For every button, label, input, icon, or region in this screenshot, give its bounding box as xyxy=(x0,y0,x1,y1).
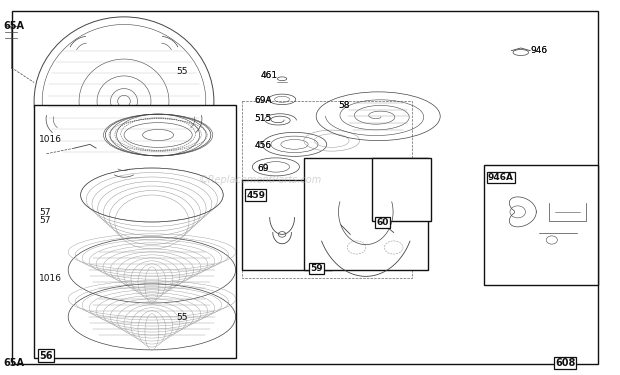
Text: 69A: 69A xyxy=(254,96,272,105)
Text: 1016: 1016 xyxy=(39,274,62,283)
Bar xyxy=(242,101,412,278)
Text: 946: 946 xyxy=(530,46,547,55)
Bar xyxy=(484,165,598,285)
Text: 515: 515 xyxy=(254,114,272,123)
Text: 461: 461 xyxy=(260,71,278,80)
Bar xyxy=(372,158,431,221)
Text: 515: 515 xyxy=(254,114,272,123)
Text: ©ReplacementParts.com: ©ReplacementParts.com xyxy=(199,175,322,185)
Text: 461: 461 xyxy=(260,71,278,80)
Text: 1016: 1016 xyxy=(39,135,62,144)
Text: 65A: 65A xyxy=(3,358,24,368)
Text: 69: 69 xyxy=(257,164,269,173)
Text: 55: 55 xyxy=(177,313,188,322)
Bar xyxy=(242,180,332,270)
Bar xyxy=(304,158,428,270)
Text: 60: 60 xyxy=(376,218,389,227)
Text: 946: 946 xyxy=(530,46,547,55)
Text: 58: 58 xyxy=(338,100,350,109)
Text: 456: 456 xyxy=(254,141,272,150)
Text: 608: 608 xyxy=(555,358,575,368)
Text: 65A: 65A xyxy=(3,21,24,31)
Text: 56: 56 xyxy=(39,351,53,361)
Text: 69A: 69A xyxy=(254,96,272,105)
Text: 57: 57 xyxy=(39,216,51,225)
Text: 946A: 946A xyxy=(488,173,514,182)
Text: 59: 59 xyxy=(310,264,322,273)
Bar xyxy=(34,105,236,358)
Text: 58: 58 xyxy=(338,100,350,109)
Text: 55: 55 xyxy=(177,68,188,76)
Text: 459: 459 xyxy=(246,190,265,200)
Text: 456: 456 xyxy=(254,141,272,150)
Text: 69: 69 xyxy=(257,164,269,173)
Text: 57: 57 xyxy=(39,208,51,217)
